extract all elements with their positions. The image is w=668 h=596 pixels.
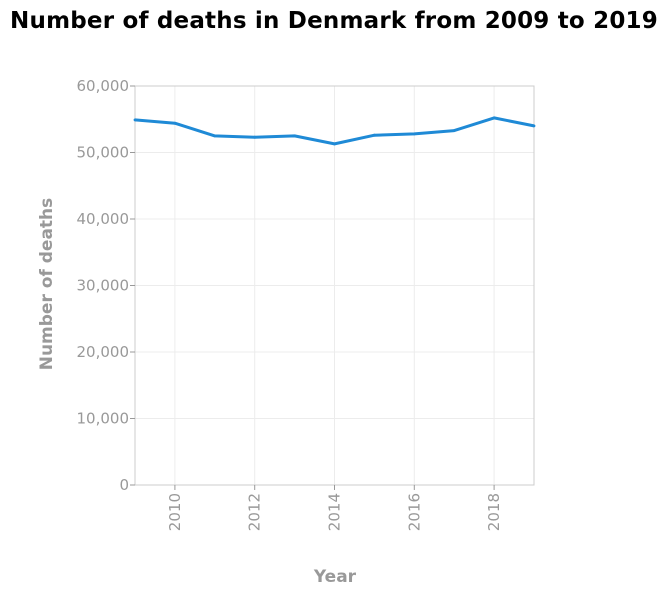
x-tick-label: 2012 xyxy=(246,493,264,531)
x-tick-label: 2018 xyxy=(485,493,503,531)
x-tick-label: 2010 xyxy=(166,493,184,531)
data-point xyxy=(412,132,416,136)
y-tick-label: 20,000 xyxy=(77,343,130,361)
chart-title: Number of deaths in Denmark from 2009 to… xyxy=(0,6,668,36)
y-tick-label: 10,000 xyxy=(77,410,130,428)
y-tick-label: 0 xyxy=(119,476,129,494)
y-tick-label: 50,000 xyxy=(77,144,130,162)
y-tick-label: 40,000 xyxy=(77,210,130,228)
x-axis-label: Year xyxy=(313,567,357,587)
x-tick-label: 2016 xyxy=(405,493,423,531)
y-tick-label: 60,000 xyxy=(77,77,130,95)
data-point xyxy=(213,134,217,138)
data-point xyxy=(373,133,376,137)
data-point xyxy=(452,129,456,132)
y-tick-label: 30,000 xyxy=(77,277,130,295)
x-tick-label: 2014 xyxy=(326,493,344,531)
series-layer xyxy=(133,116,536,146)
x-axis-ticks: 2010 2012 2014 2016 2018 xyxy=(166,485,503,531)
chart-title-text: Number of deaths in Denmark from 2009 to… xyxy=(10,8,658,34)
grid xyxy=(135,85,534,486)
data-point xyxy=(532,124,536,128)
data-point xyxy=(293,134,296,138)
y-axis-ticks: 0 10,000 20,000 30,000 40,000 50,000 60,000 xyxy=(77,77,135,494)
y-axis-label: Number of deaths xyxy=(37,198,57,371)
data-point xyxy=(253,135,257,139)
data-point xyxy=(133,118,137,122)
data-point xyxy=(333,142,336,146)
data-point xyxy=(173,121,177,125)
data-point xyxy=(492,116,496,120)
